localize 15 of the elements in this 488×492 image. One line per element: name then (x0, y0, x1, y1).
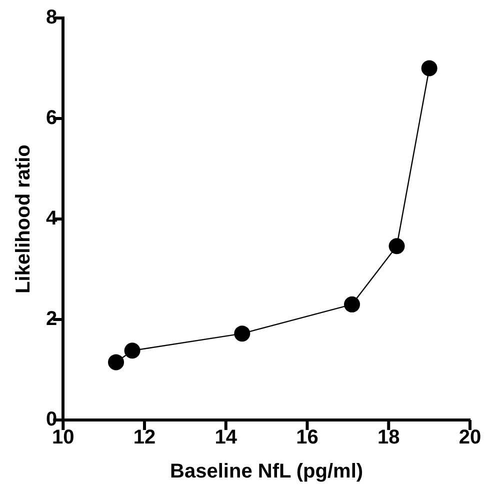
x-tick-label: 12 (133, 426, 156, 449)
x-tick-label: 20 (458, 426, 482, 449)
point (421, 60, 438, 76)
x-tick-label: 10 (52, 426, 74, 449)
x-axis-title: Baseline NfL (pg/ml) (170, 460, 364, 483)
y-axis-title: Likelihood ratio (12, 144, 35, 294)
y-tick-label: 2 (46, 308, 58, 330)
x-tick-label: 14 (214, 426, 238, 449)
point (124, 342, 140, 359)
x-tick-label: 18 (378, 426, 400, 449)
point (388, 238, 405, 254)
point (108, 354, 124, 370)
point (234, 326, 250, 342)
point (344, 296, 360, 312)
x-tick-label: 16 (296, 426, 318, 449)
